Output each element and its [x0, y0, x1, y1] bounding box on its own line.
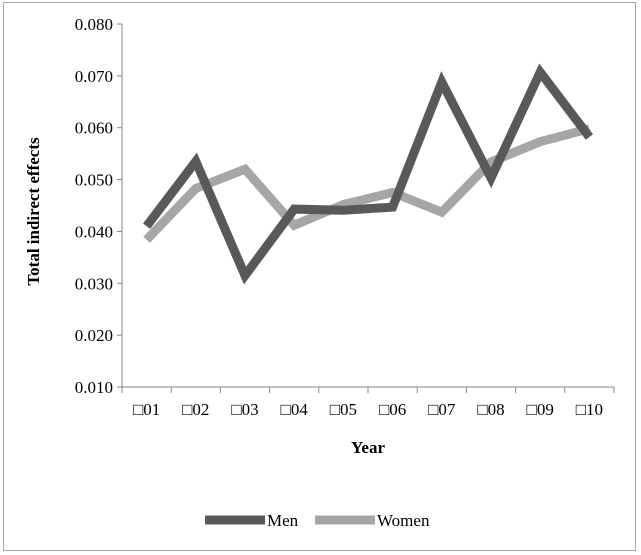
y-tick-label: 0.030: [75, 274, 113, 293]
legend-item-women: Women: [315, 511, 430, 530]
legend-label: Women: [377, 511, 430, 530]
legend-item-men: Men: [205, 511, 299, 530]
y-tick-label: 0.050: [75, 171, 113, 190]
series-line-men: [143, 63, 593, 285]
x-axis-ticks: □01 □02 □03 □04 □05 □06 □07 □08 □09 □10: [121, 387, 615, 419]
y-axis-ticks: 0.010 0.020 0.030 0.040 0.050 0.060 0.070 0.080: [75, 15, 122, 397]
y-axis-title: Total indirect effects: [24, 137, 43, 286]
x-tick-label: □01: [133, 400, 160, 419]
x-tick-label: □03: [231, 400, 258, 419]
y-tick-label: 0.080: [75, 15, 113, 34]
x-tick-label: □04: [281, 400, 309, 419]
y-tick-label: 0.070: [75, 67, 113, 86]
y-tick-label: 0.020: [75, 326, 113, 345]
x-tick-label: □08: [477, 400, 504, 419]
x-tick-label: □07: [428, 400, 456, 419]
x-tick-label: □05: [330, 400, 357, 419]
legend: Men Women: [205, 511, 430, 530]
y-tick-label: 0.010: [75, 378, 113, 397]
x-axis-title: Year: [351, 438, 385, 457]
x-tick-label: □09: [527, 400, 554, 419]
x-tick-label: □02: [182, 400, 209, 419]
series-line-women: [143, 124, 591, 243]
legend-label: Men: [267, 511, 299, 530]
x-tick-label: □10: [576, 400, 603, 419]
y-tick-label: 0.060: [75, 119, 113, 138]
x-tick-label: □06: [379, 400, 406, 419]
axes: [121, 24, 614, 388]
series-layer: [143, 63, 593, 285]
y-tick-label: 0.040: [75, 222, 113, 241]
